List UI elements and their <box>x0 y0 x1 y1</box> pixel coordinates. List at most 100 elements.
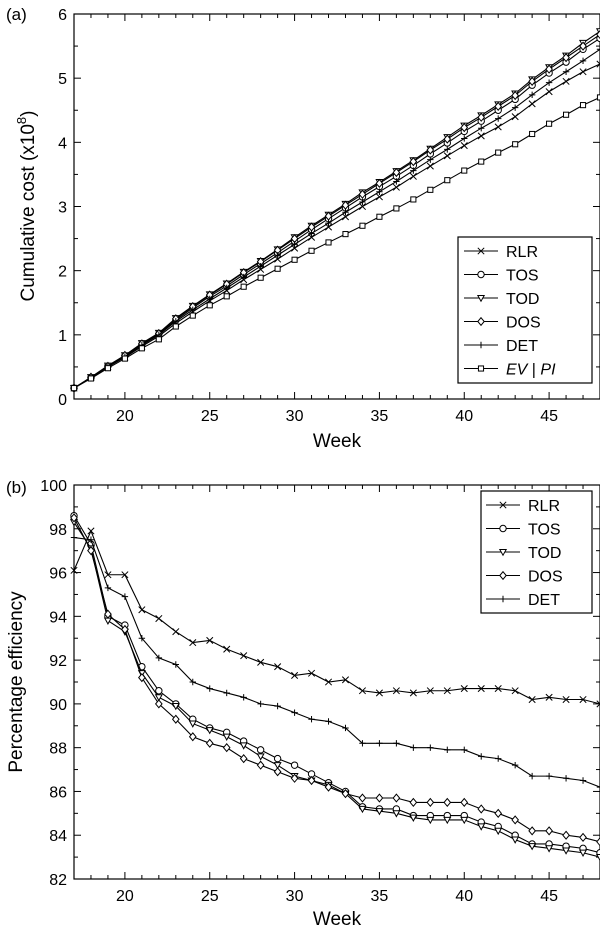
data-point <box>70 385 78 392</box>
y-tick-label: 98 <box>49 522 67 539</box>
data-point <box>240 652 248 660</box>
data-point <box>596 700 600 708</box>
data-point <box>494 115 502 122</box>
data-point <box>579 41 587 51</box>
data-point <box>545 693 553 701</box>
legend-label: DOS <box>528 569 563 586</box>
data-point <box>392 167 401 178</box>
data-point <box>256 746 265 754</box>
data-point <box>358 687 367 695</box>
data-point <box>579 57 587 65</box>
data-point <box>341 200 350 210</box>
legend-label: DET <box>528 592 560 609</box>
data-point <box>596 94 600 101</box>
x-tick-label: 40 <box>455 408 473 425</box>
data-point <box>393 205 400 212</box>
data-point <box>427 156 434 163</box>
data-point <box>274 663 282 671</box>
data-point <box>426 145 435 155</box>
series-line <box>73 536 600 788</box>
data-point <box>239 742 248 750</box>
data-point <box>478 158 485 165</box>
data-point <box>291 671 299 679</box>
data-point <box>70 566 78 574</box>
data-point <box>273 767 282 777</box>
data-point <box>392 810 401 818</box>
data-point <box>138 673 146 683</box>
data-point <box>461 746 468 754</box>
data-point <box>103 617 112 625</box>
data-point <box>205 738 214 748</box>
legend-marker <box>477 341 485 349</box>
data-point <box>375 808 384 816</box>
data-point <box>155 336 162 343</box>
data-point <box>410 167 417 174</box>
data-point <box>460 816 469 825</box>
data-point <box>427 186 434 193</box>
data-point <box>376 188 383 195</box>
plot-a-ylabel-main: Cumulative cost (x10 <box>18 124 39 301</box>
plot-a-ylabel: Cumulative cost (x108) <box>14 111 39 302</box>
series-line <box>73 48 600 389</box>
data-point <box>494 685 502 693</box>
data-point <box>409 156 418 167</box>
y-tick-label: 4 <box>58 135 67 152</box>
data-point <box>70 513 78 523</box>
data-point <box>528 695 536 704</box>
plot-a-ylabel-sup: 8 <box>14 117 29 124</box>
plot-b-series <box>69 511 600 862</box>
y-tick-label: 1 <box>58 328 67 345</box>
legend-marker <box>477 270 485 279</box>
plot-b-xlabel: Week <box>313 909 362 930</box>
y-tick-label: 82 <box>49 872 67 889</box>
data-point <box>427 744 434 751</box>
data-point <box>138 635 146 642</box>
data-point <box>358 189 367 199</box>
data-point <box>579 695 587 704</box>
data-point <box>443 687 451 695</box>
data-point <box>511 104 519 111</box>
data-point <box>460 797 469 808</box>
y-tick-label: 96 <box>49 566 67 583</box>
data-point <box>494 101 503 112</box>
data-point <box>376 740 383 747</box>
legend-label: DET <box>506 338 538 355</box>
legend-label: DOS <box>506 315 541 332</box>
data-point <box>308 230 315 237</box>
y-tick-label: 92 <box>49 653 67 670</box>
data-point <box>291 256 298 263</box>
data-point <box>188 720 197 728</box>
data-point <box>256 753 265 761</box>
data-point <box>87 536 95 543</box>
data-point <box>545 88 553 96</box>
data-point <box>461 135 468 142</box>
series-det <box>70 534 600 791</box>
legend-label: TOD <box>506 291 539 308</box>
x-tick-label: 45 <box>540 888 558 905</box>
data-point <box>155 614 163 623</box>
data-point <box>308 247 315 254</box>
data-point <box>460 685 468 693</box>
data-point <box>444 746 451 754</box>
data-point <box>528 76 536 86</box>
data-point <box>545 79 553 86</box>
data-point <box>461 167 468 174</box>
data-point <box>478 125 485 132</box>
data-point <box>528 826 536 836</box>
data-point <box>206 636 214 644</box>
data-point <box>443 134 452 144</box>
legend-marker <box>499 595 507 603</box>
data-point <box>562 77 570 85</box>
legend-marker <box>477 365 485 372</box>
data-point <box>426 687 434 695</box>
data-point <box>477 685 485 693</box>
legend-marker <box>499 570 507 581</box>
data-point <box>511 90 520 101</box>
data-point <box>392 687 400 695</box>
data-point <box>257 658 265 666</box>
data-point <box>443 797 452 808</box>
plot-b-legend-box <box>480 490 593 614</box>
data-point <box>562 53 570 63</box>
